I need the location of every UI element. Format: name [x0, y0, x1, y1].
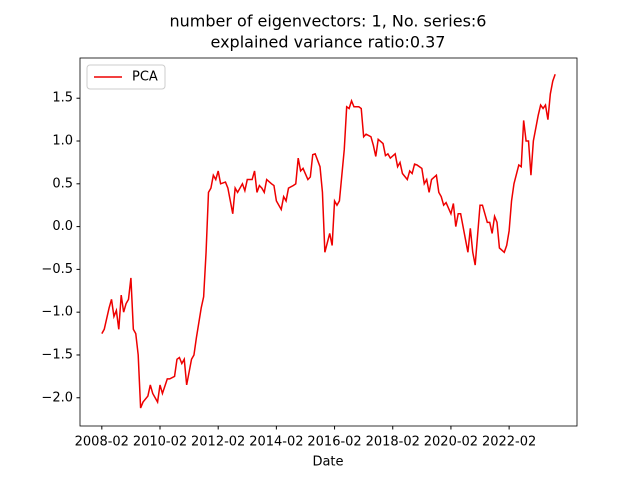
chart-title: explained variance ratio:0.37 — [211, 33, 446, 52]
y-tick-label: −1.5 — [41, 347, 73, 362]
x-tick-label: 2008-02 — [75, 435, 129, 450]
y-tick-label: 1.0 — [52, 134, 73, 149]
x-axis-label: Date — [312, 455, 343, 470]
y-tick-label: −0.5 — [41, 262, 73, 277]
line — [101, 74, 556, 409]
x-tick-label: 2010-02 — [133, 435, 187, 450]
x-tick-label: 2022-02 — [482, 435, 536, 450]
x-tick-label: 2018-02 — [366, 435, 420, 450]
x-tick-label: 2012-02 — [191, 435, 245, 450]
x-tick-label: 2020-02 — [424, 435, 478, 450]
x-tick-label: 2016-02 — [307, 435, 361, 450]
y-tick-label: −2.0 — [41, 390, 73, 405]
y-tick-label: −1.0 — [41, 305, 73, 320]
legend-label: PCA — [132, 70, 158, 85]
axes-frame — [79, 57, 578, 427]
legend-box — [86, 64, 166, 90]
y-tick-label: 1.5 — [52, 91, 73, 106]
y-tick-label: 0.5 — [52, 176, 73, 191]
x-tick-label: 2014-02 — [249, 435, 303, 450]
chart-title: number of eigenvectors: 1, No. series:6 — [170, 12, 487, 31]
y-tick-label: 0.0 — [52, 219, 73, 234]
